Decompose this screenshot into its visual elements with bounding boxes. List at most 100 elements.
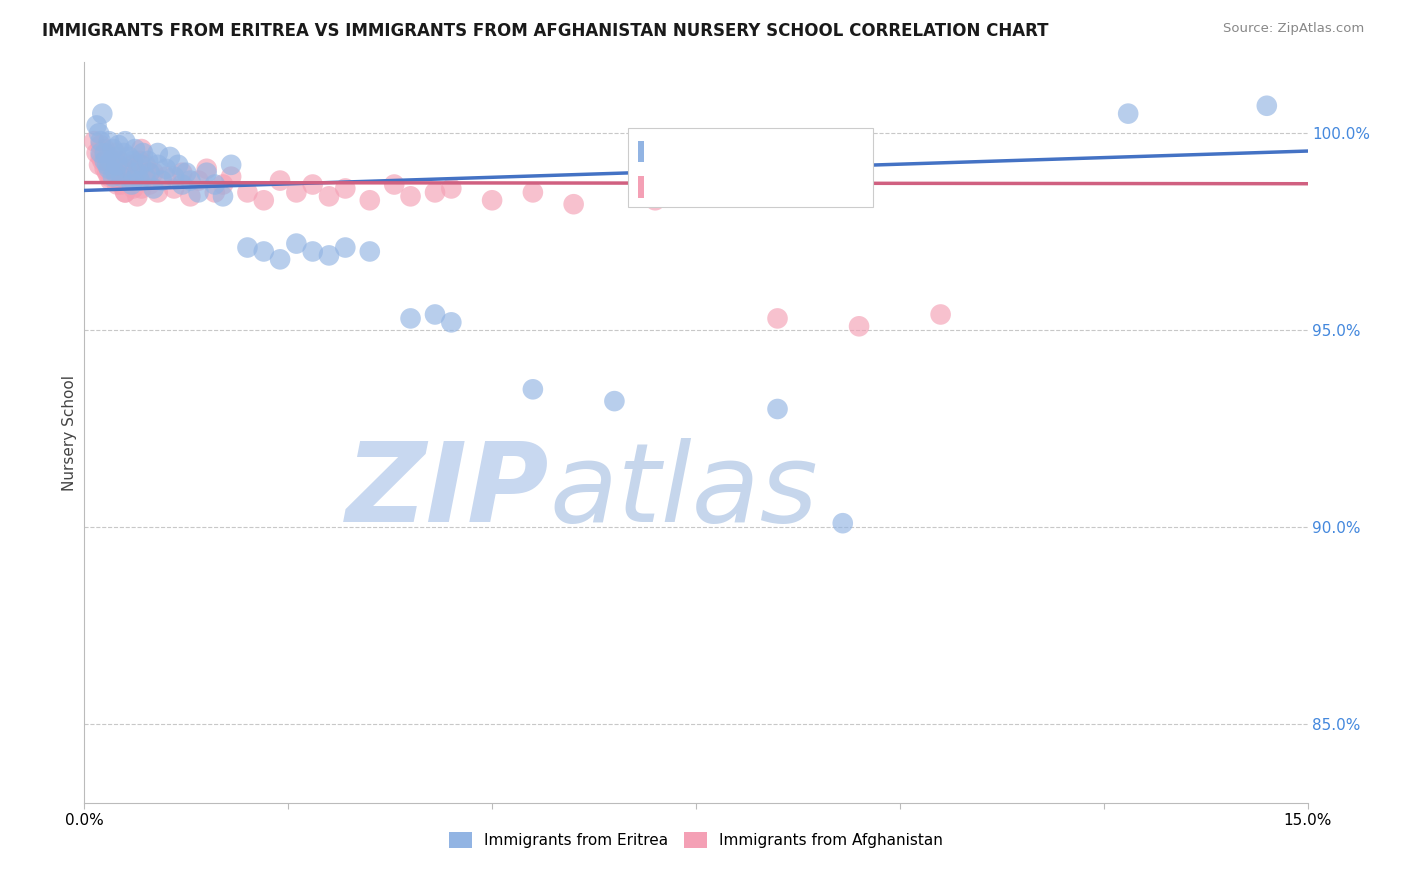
Point bbox=[146, 158, 169, 172]
Point bbox=[97, 161, 120, 176]
Point bbox=[122, 173, 145, 187]
Point bbox=[562, 197, 585, 211]
Point bbox=[87, 126, 110, 140]
Point bbox=[122, 181, 145, 195]
Point bbox=[159, 150, 181, 164]
Point bbox=[253, 194, 276, 208]
Point bbox=[118, 173, 141, 187]
Point bbox=[128, 173, 150, 187]
Point bbox=[766, 402, 789, 417]
Point bbox=[93, 146, 115, 161]
Point bbox=[115, 166, 138, 180]
Point bbox=[187, 173, 209, 187]
Point bbox=[131, 142, 153, 156]
Text: Source: ZipAtlas.com: Source: ZipAtlas.com bbox=[1223, 22, 1364, 36]
Point bbox=[124, 166, 146, 180]
Point bbox=[163, 169, 186, 184]
Text: ZIP: ZIP bbox=[346, 438, 550, 545]
Point bbox=[86, 119, 108, 133]
Point bbox=[172, 178, 194, 192]
Point bbox=[110, 166, 132, 180]
Point bbox=[118, 150, 141, 164]
Point bbox=[150, 173, 173, 187]
Point bbox=[155, 161, 177, 176]
Point bbox=[107, 153, 129, 168]
Point bbox=[127, 189, 149, 203]
Point bbox=[100, 153, 122, 168]
Point bbox=[204, 186, 226, 200]
Point bbox=[97, 134, 120, 148]
Point bbox=[100, 173, 122, 187]
Point bbox=[105, 178, 128, 192]
Point bbox=[1116, 106, 1139, 120]
Point bbox=[440, 315, 463, 329]
Point bbox=[96, 158, 118, 172]
Point bbox=[142, 181, 165, 195]
Point bbox=[179, 189, 201, 203]
Point bbox=[135, 169, 157, 184]
Y-axis label: Nursery School: Nursery School bbox=[62, 375, 77, 491]
Point bbox=[110, 169, 132, 184]
Point bbox=[399, 311, 422, 326]
Point bbox=[1256, 99, 1278, 113]
Point bbox=[114, 186, 136, 200]
Point bbox=[107, 138, 129, 153]
Point bbox=[766, 311, 789, 326]
Point bbox=[236, 186, 259, 200]
Point bbox=[269, 252, 291, 267]
Point bbox=[96, 166, 118, 180]
Point bbox=[219, 169, 242, 184]
Point bbox=[112, 161, 135, 176]
Point bbox=[97, 169, 120, 184]
Point bbox=[101, 169, 124, 184]
Point bbox=[132, 146, 155, 161]
Point bbox=[114, 186, 136, 200]
Point bbox=[644, 194, 666, 208]
Point bbox=[104, 146, 127, 161]
Point bbox=[335, 181, 357, 195]
Point bbox=[101, 142, 124, 156]
Point bbox=[138, 166, 160, 180]
Point bbox=[155, 169, 177, 184]
Point bbox=[253, 244, 276, 259]
Point bbox=[399, 189, 422, 203]
Point bbox=[146, 146, 169, 161]
Text: N = 66: N = 66 bbox=[794, 144, 849, 159]
Point bbox=[124, 142, 146, 156]
Point bbox=[105, 169, 128, 184]
Point bbox=[97, 150, 120, 164]
Point bbox=[138, 178, 160, 192]
Point bbox=[131, 181, 153, 195]
Point bbox=[104, 166, 127, 180]
Point bbox=[105, 150, 128, 164]
Point bbox=[301, 244, 323, 259]
Point bbox=[382, 178, 405, 192]
Point bbox=[359, 244, 381, 259]
Point bbox=[138, 166, 160, 180]
Point bbox=[285, 236, 308, 251]
Point bbox=[90, 146, 112, 161]
Point bbox=[212, 178, 235, 192]
Point bbox=[831, 516, 853, 531]
Point bbox=[236, 240, 259, 254]
Point bbox=[101, 158, 124, 172]
Point bbox=[219, 158, 242, 172]
Point bbox=[204, 178, 226, 192]
Point bbox=[112, 146, 135, 161]
Point bbox=[195, 166, 218, 180]
Point bbox=[110, 178, 132, 192]
Point bbox=[603, 394, 626, 409]
Point bbox=[90, 150, 112, 164]
Point bbox=[90, 134, 112, 148]
Point bbox=[172, 166, 194, 180]
Point bbox=[212, 189, 235, 203]
Point bbox=[121, 178, 143, 192]
Point bbox=[93, 142, 115, 156]
Point bbox=[90, 138, 112, 153]
Point bbox=[167, 158, 190, 172]
Point bbox=[163, 181, 186, 195]
Text: IMMIGRANTS FROM ERITREA VS IMMIGRANTS FROM AFGHANISTAN NURSERY SCHOOL CORRELATIO: IMMIGRANTS FROM ERITREA VS IMMIGRANTS FR… bbox=[42, 22, 1049, 40]
Point bbox=[91, 153, 114, 168]
Point bbox=[128, 153, 150, 168]
Point bbox=[115, 161, 138, 176]
